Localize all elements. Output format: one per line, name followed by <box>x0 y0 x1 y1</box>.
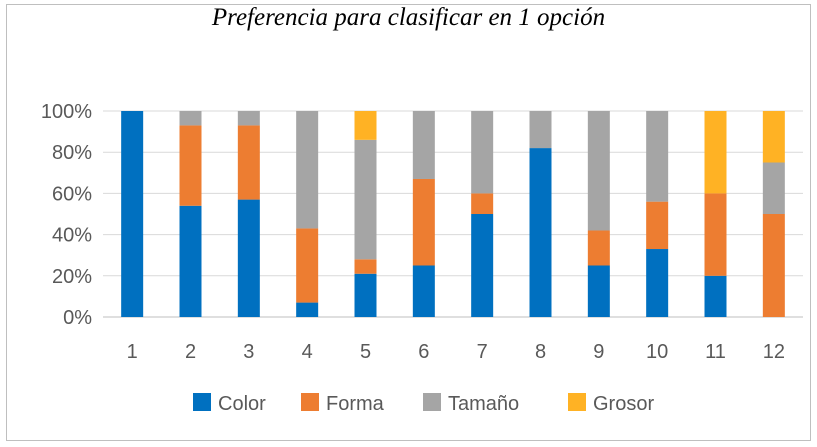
bar-segment-tamaño <box>529 111 552 149</box>
bar-segment-color <box>587 265 610 317</box>
x-tick-label: 11 <box>705 341 726 363</box>
bar-segment-color <box>179 205 202 317</box>
bar-segment-forma <box>296 228 319 303</box>
bar-segment-tamaño <box>646 111 669 202</box>
bar-segment-tamaño <box>762 162 785 214</box>
bar-segment-forma <box>646 201 669 250</box>
bar-segment-tamaño <box>354 139 377 260</box>
legend-label: Grosor <box>593 393 654 415</box>
bar-segment-forma <box>412 178 435 266</box>
y-axis-ticks: 0% 20% 40% 60% 80% 100% <box>41 101 92 329</box>
x-tick-label: 5 <box>360 341 371 363</box>
bar-segment-forma <box>179 125 202 206</box>
x-axis-ticks: 1 2 3 4 5 6 7 8 9 10 11 12 <box>127 341 785 363</box>
bar-segment-grosor <box>704 111 727 194</box>
x-tick-label: 10 <box>646 341 668 363</box>
bar-segment-tamaño <box>296 111 319 229</box>
x-tick-label: 9 <box>593 341 604 363</box>
y-tick-label: 0% <box>63 307 92 329</box>
legend-swatch <box>193 393 211 411</box>
bar-segment-color <box>646 249 669 317</box>
bar-segment-color <box>296 302 319 317</box>
bar-segment-forma <box>237 125 260 200</box>
y-tick-label: 100% <box>41 101 92 123</box>
legend: Color Forma Tamaño Grosor <box>193 393 654 415</box>
y-tick-label: 80% <box>52 142 92 164</box>
x-tick-label: 12 <box>763 341 785 363</box>
bar-segment-forma <box>587 230 610 266</box>
bar-segment-forma <box>704 193 727 276</box>
legend-swatch <box>568 393 586 411</box>
bar-segment-tamaño <box>412 111 435 179</box>
bar-segment-grosor <box>762 111 785 163</box>
chart-title: Preferencia para clasificar en 1 opción <box>211 4 606 31</box>
x-tick-label: 3 <box>243 341 254 363</box>
bar-segment-grosor <box>354 111 377 140</box>
x-tick-label: 4 <box>302 341 313 363</box>
legend-swatch <box>423 393 441 411</box>
x-tick-label: 2 <box>185 341 196 363</box>
legend-label: Forma <box>326 393 385 415</box>
bar-segment-forma <box>354 259 377 274</box>
y-tick-label: 20% <box>52 266 92 288</box>
bar-segment-color <box>704 275 727 317</box>
bar-segment-color <box>354 273 377 317</box>
gridlines <box>103 110 803 318</box>
x-tick-label: 8 <box>535 341 546 363</box>
legend-label: Color <box>218 393 266 415</box>
legend-label: Tamaño <box>448 393 519 415</box>
bar-segment-color <box>412 265 435 317</box>
x-tick-label: 6 <box>418 341 429 363</box>
bar-segment-tamaño <box>179 111 202 126</box>
x-tick-label: 7 <box>477 341 488 363</box>
bar-segment-forma <box>471 193 494 214</box>
bar-segment-color <box>529 148 552 317</box>
legend-swatch <box>301 393 319 411</box>
y-tick-label: 40% <box>52 225 92 247</box>
y-tick-label: 60% <box>52 183 92 205</box>
bar-segment-tamaño <box>237 111 260 126</box>
bar-segment-color <box>237 199 260 317</box>
bar-segment-tamaño <box>471 111 494 194</box>
bar-segment-tamaño <box>587 111 610 231</box>
bars <box>121 111 785 317</box>
bar-segment-color <box>121 111 144 317</box>
x-tick-label: 1 <box>127 341 138 363</box>
bar-segment-color <box>471 214 494 317</box>
bar-segment-forma <box>762 214 785 317</box>
